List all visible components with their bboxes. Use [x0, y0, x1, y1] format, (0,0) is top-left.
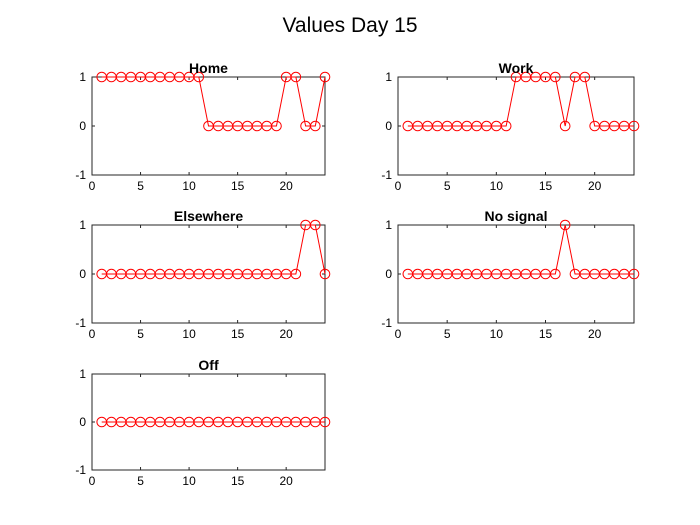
subplot-title: No signal [484, 208, 547, 224]
x-tick-label: 15 [231, 327, 245, 341]
y-tick-label: 1 [385, 70, 392, 84]
data-point [319, 268, 331, 280]
x-tick-label: 20 [279, 327, 293, 341]
y-tick-label: -1 [75, 463, 86, 477]
data-point [309, 219, 321, 231]
x-tick-label: 20 [588, 179, 602, 193]
data-point [290, 71, 302, 83]
data-point [559, 219, 571, 231]
x-tick-label: 15 [231, 179, 245, 193]
y-tick-label: 1 [79, 70, 86, 84]
y-tick-label: 0 [385, 267, 392, 281]
data-point [319, 416, 331, 428]
y-tick-label: 1 [79, 367, 86, 381]
subplot-title: Home [189, 60, 228, 76]
y-tick-label: 1 [385, 218, 392, 232]
y-tick-label: 0 [79, 415, 86, 429]
y-tick-label: -1 [75, 168, 86, 182]
data-point [628, 268, 640, 280]
x-tick-label: 0 [395, 327, 402, 341]
data-point [550, 268, 561, 280]
x-tick-label: 5 [137, 179, 144, 193]
x-tick-label: 20 [588, 327, 602, 341]
x-tick-label: 5 [444, 327, 451, 341]
x-tick-label: 10 [182, 474, 196, 488]
data-point [500, 120, 512, 132]
data-point [309, 120, 321, 132]
x-tick-label: 0 [89, 327, 96, 341]
x-tick-label: 0 [89, 179, 96, 193]
data-point [559, 120, 571, 132]
x-tick-label: 15 [231, 474, 245, 488]
y-tick-label: -1 [381, 168, 392, 182]
x-tick-label: 15 [539, 327, 553, 341]
y-tick-label: -1 [381, 316, 392, 330]
x-tick-label: 0 [89, 474, 96, 488]
y-tick-label: 1 [79, 218, 86, 232]
data-point [550, 71, 561, 83]
data-point [628, 120, 640, 132]
subplot-title: Work [499, 60, 534, 76]
y-tick-label: -1 [75, 316, 86, 330]
x-tick-label: 20 [279, 474, 293, 488]
x-tick-label: 10 [182, 179, 196, 193]
figure-title: Values Day 15 [282, 14, 417, 37]
data-point [319, 71, 331, 83]
x-tick-label: 5 [444, 179, 451, 193]
data-point [579, 71, 591, 83]
y-tick-label: 0 [385, 119, 392, 133]
x-tick-label: 15 [539, 179, 553, 193]
y-tick-label: 0 [79, 267, 86, 281]
subplot-title: Elsewhere [174, 208, 243, 224]
x-tick-label: 0 [395, 179, 402, 193]
x-tick-label: 10 [490, 179, 504, 193]
subplot-title: Off [198, 357, 219, 373]
data-point [193, 71, 205, 83]
x-tick-label: 5 [137, 474, 144, 488]
x-tick-label: 5 [137, 327, 144, 341]
data-point [290, 268, 302, 280]
x-tick-label: 10 [490, 327, 504, 341]
data-point [271, 120, 282, 132]
y-tick-label: 0 [79, 119, 86, 133]
x-tick-label: 10 [182, 327, 196, 341]
x-tick-label: 20 [279, 179, 293, 193]
